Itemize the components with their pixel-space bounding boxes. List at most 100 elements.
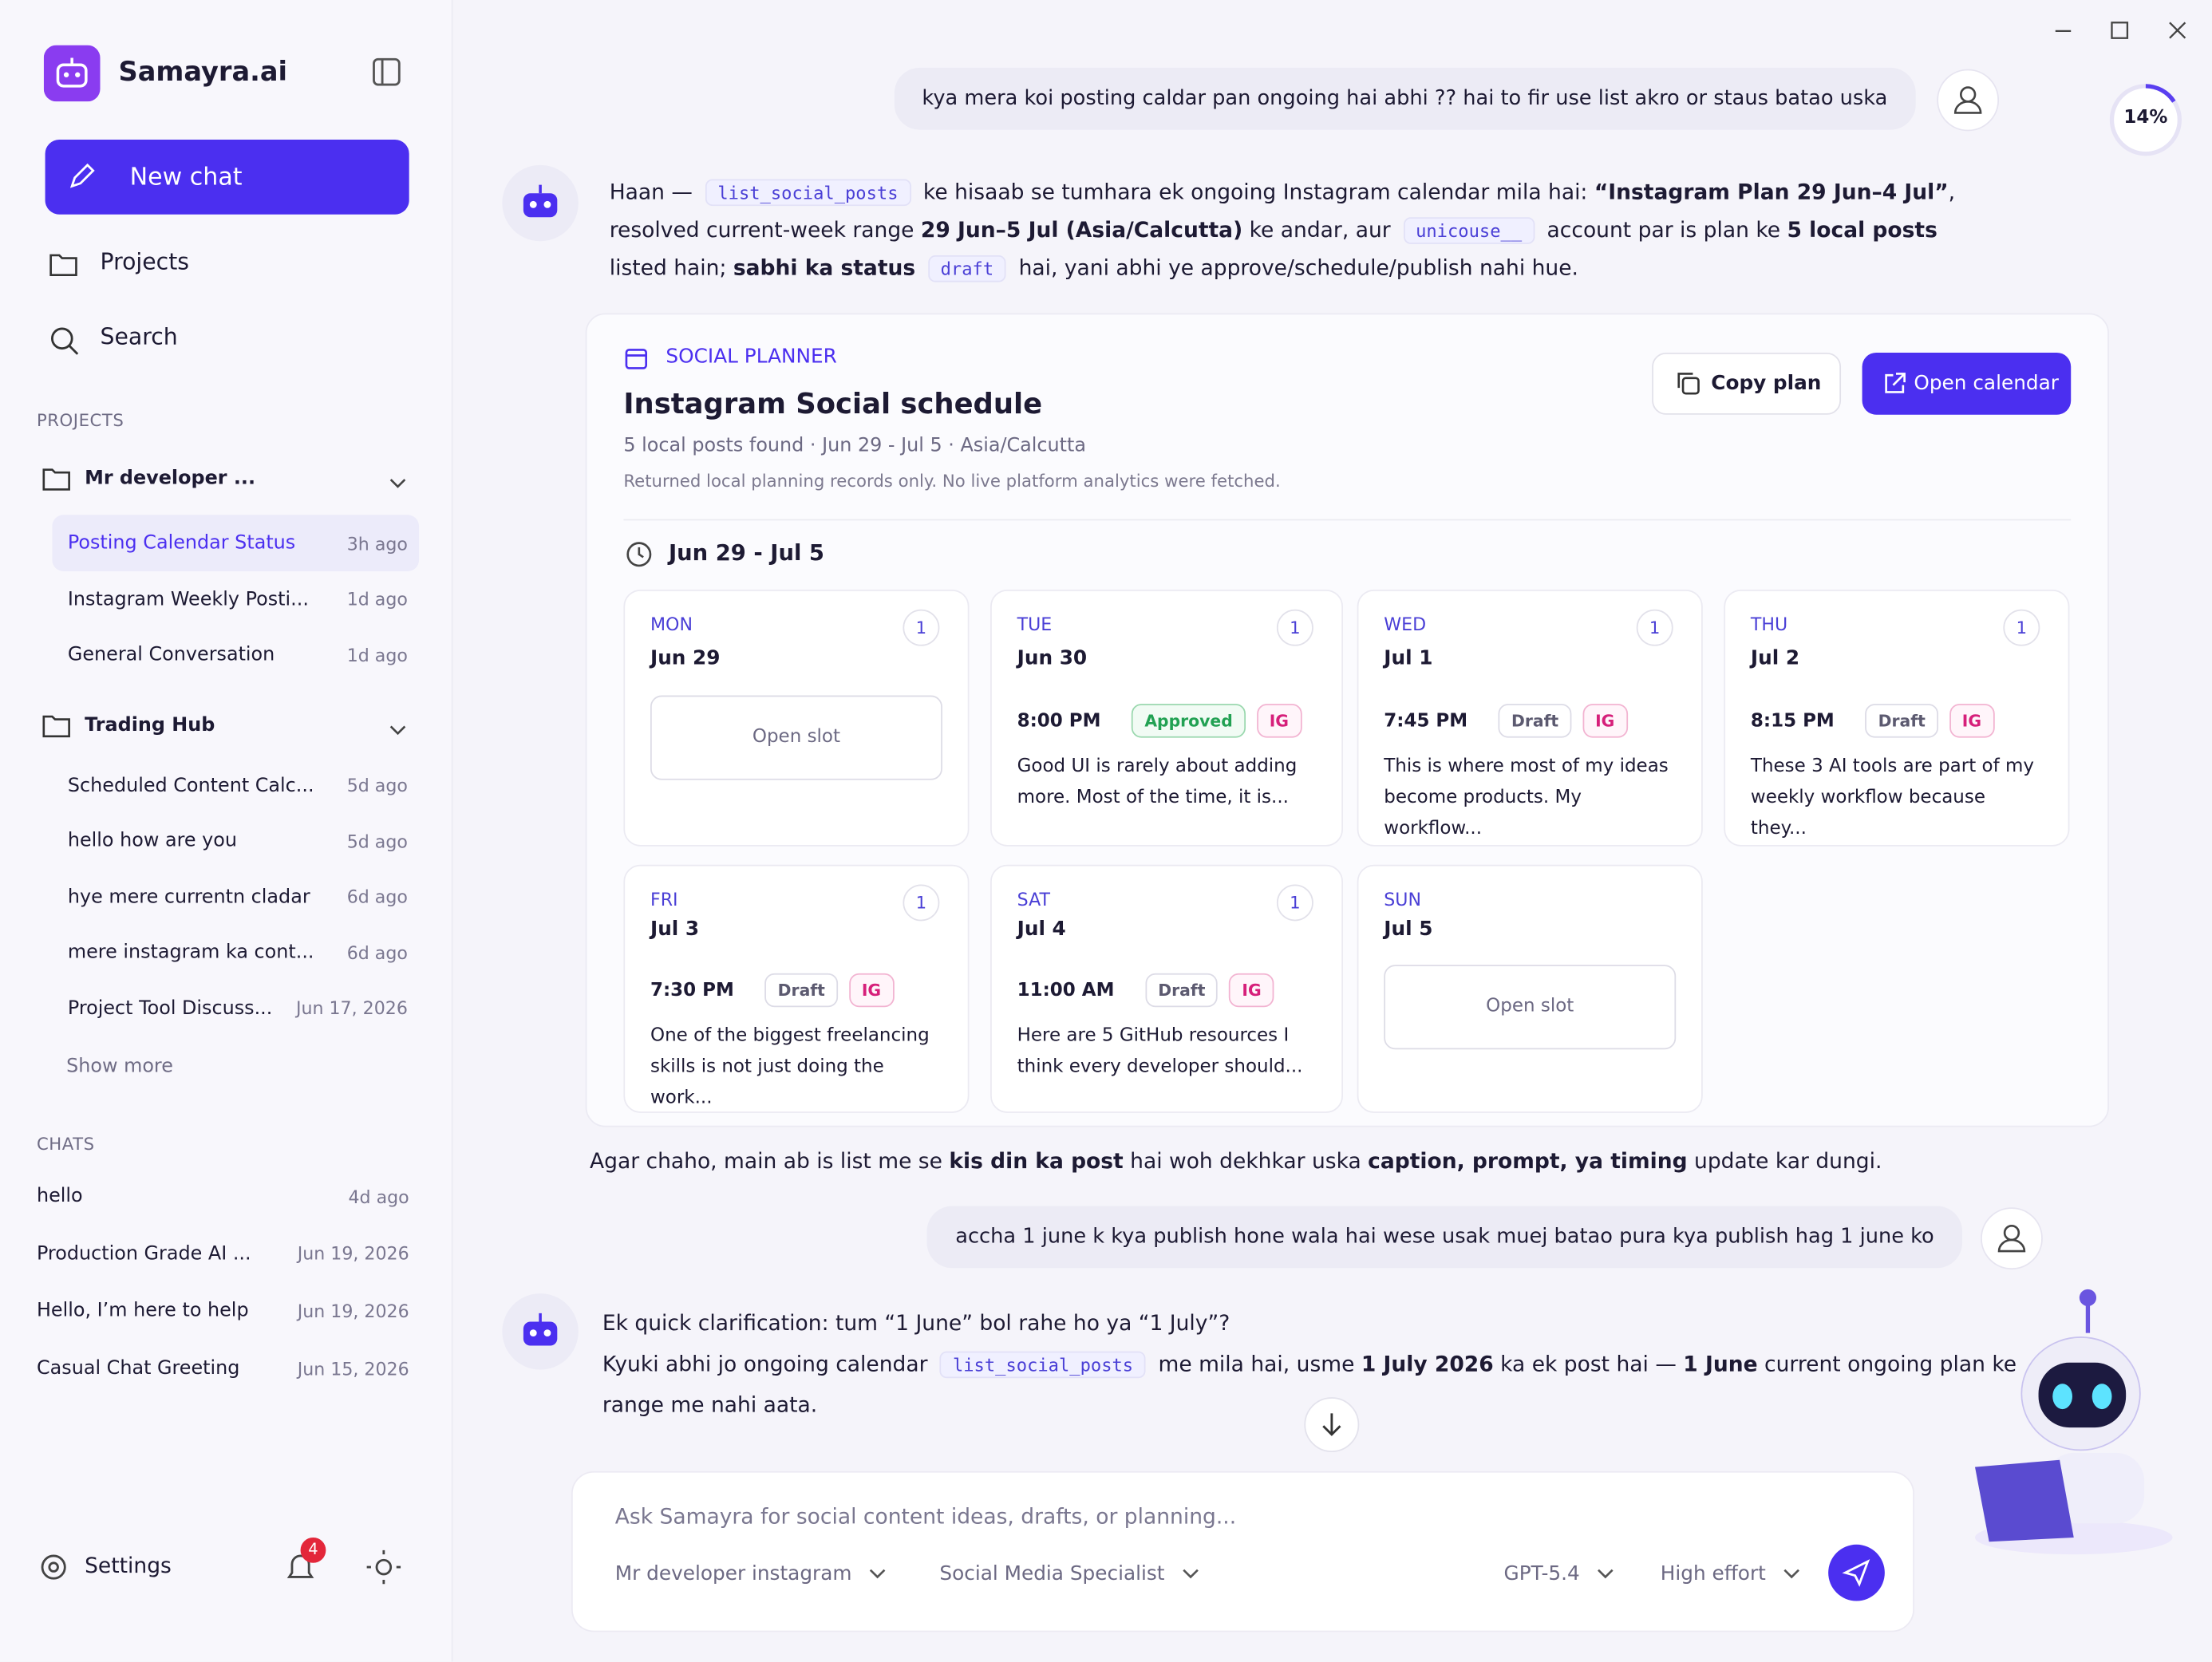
chat-time: Jun 19, 2026 [297, 1300, 409, 1322]
composer-select[interactable]: Social Media Specialist [939, 1563, 1199, 1585]
project-row[interactable]: Mr developer ... [37, 450, 417, 507]
scroll-down-button [1304, 1396, 1361, 1459]
chat-item[interactable]: Scheduled Content Calc... 5d ago [52, 756, 419, 813]
logo [43, 45, 101, 102]
user-message: accha 1 june k kya publish hone wala hai… [926, 1206, 1963, 1269]
chat-item[interactable]: General Conversation 1d ago [52, 626, 419, 683]
user-message: kya mera koi posting caldar pan ongoing … [894, 67, 1916, 130]
post-meta: 8:00 PM Approved IG [1017, 704, 1302, 738]
text-segment: Kyuki abhi jo ongoing calendar [602, 1351, 934, 1377]
assistant-avatar [502, 1293, 579, 1370]
text-segment: 1 June [1683, 1351, 1758, 1377]
chat-item[interactable]: hello 4d ago [37, 1168, 417, 1225]
chat-item[interactable]: Hello, I’m here to help Jun 19, 2026 [37, 1283, 417, 1340]
text-segment: current ongoing plan ke range me nahi aa… [602, 1351, 2017, 1418]
open-slot[interactable]: Open slot [1384, 965, 1677, 1050]
progress-label: 14% [2123, 107, 2168, 128]
chat-item[interactable]: hye mere currentn cladar 6d ago [52, 868, 419, 925]
chat-time: 1d ago [346, 644, 408, 665]
card-eyebrow: SOCIAL PLANNER [666, 345, 837, 369]
post-count: 1 [903, 884, 940, 922]
status-pill: Draft [1145, 973, 1219, 1008]
chat-title: hello how are you [67, 829, 238, 852]
chat-item[interactable]: Posting Calendar Status 3h ago [52, 515, 420, 571]
day-column: TUE Jun 30 1 8:00 PM Approved IG Good UI is ra… [990, 589, 1344, 847]
user-avatar [1981, 1207, 2043, 1270]
composer-input[interactable]: Ask Samayra for social content ideas, dr… [614, 1503, 1237, 1530]
calendar-icon [623, 345, 649, 377]
composer: Ask Samayra for social content ideas, dr… [571, 1471, 1914, 1632]
platform-pill: IG [1256, 704, 1302, 738]
chat-time: Jun 17, 2026 [295, 997, 408, 1019]
nav-item[interactable]: Search [100, 322, 178, 350]
chat-time: 5d ago [346, 774, 408, 796]
chat-title: mere instagram ka cont... [67, 941, 314, 964]
chat-title: Posting Calendar Status [67, 531, 296, 555]
chat-title: hello [36, 1185, 83, 1208]
post-time: 11:00 AM [1017, 979, 1115, 1001]
range: Jun 29 - Jul 5 [668, 540, 825, 566]
card-title: Instagram Social schedule [623, 386, 1043, 420]
card-meta: 5 local posts found · Jun 29 - Jul 5 · A… [623, 434, 1087, 457]
post-caption: This is where most of my ideas become pr… [1384, 756, 1669, 839]
post-count: 1 [1276, 609, 1313, 646]
composer-select[interactable]: GPT-5.4 [1504, 1563, 1614, 1585]
assistant-message: Ek quick clarification: tum “1 June” bol… [602, 1304, 2028, 1427]
nav-icon [49, 326, 81, 362]
post-caption: Good UI is rarely about adding more. Mos… [1017, 756, 1298, 808]
section-heading: CHATS [36, 1134, 95, 1155]
post-time: 8:00 PM [1017, 710, 1101, 732]
day-column: THU Jul 2 1 8:15 PM Draft IG These 3 AI tools … [1724, 589, 2070, 847]
nav-item[interactable]: Projects [100, 248, 190, 275]
post-meta: 11:00 AM Draft IG [1017, 973, 1274, 1008]
settings-icon [41, 1554, 66, 1580]
theme-toggle[interactable] [365, 1549, 402, 1585]
composer-select[interactable]: Mr developer instagram [615, 1563, 886, 1585]
chat-time: Jun 15, 2026 [297, 1357, 409, 1380]
post-meta: 7:30 PM Draft IG [650, 973, 894, 1008]
notification-badge: 4 [300, 1537, 326, 1563]
chat-item[interactable]: Instagram Weekly Posti... 1d ago [52, 570, 419, 627]
chat-time: Jun 19, 2026 [297, 1242, 409, 1265]
day-of-week: MON [650, 614, 693, 635]
chat-item[interactable]: Project Tool Discuss... Jun 17, 2026 [52, 980, 419, 1036]
composer-select[interactable]: High effort [1661, 1563, 1799, 1585]
day-column: WED Jul 1 1 7:45 PM Draft IG This is where mos… [1357, 589, 1703, 847]
chat-title: Production Grade AI ... [36, 1242, 251, 1265]
new-chat-button[interactable]: New chat [45, 140, 409, 215]
day-date: Jul 2 [1750, 647, 1800, 670]
day-of-week: THU [1750, 614, 1788, 635]
chevron [389, 472, 406, 495]
chat-item[interactable]: mere instagram ka cont... 6d ago [52, 924, 419, 981]
status-pill: Draft [1499, 704, 1572, 738]
settings[interactable]: Settings [85, 1553, 172, 1579]
chat-title: Project Tool Discuss... [67, 996, 273, 1020]
text-segment: unicouse__ [1403, 217, 1535, 244]
assistant-message: Haan — list_social_posts ke hisaab se tu… [610, 173, 1964, 287]
day-column: SUN Jul 5 Open slot [1357, 864, 1703, 1113]
text-segment: 29 Jun–5 Jul (Asia/Calcutta) [920, 217, 1243, 243]
chat-item[interactable]: Production Grade AI ... Jun 19, 2026 [37, 1226, 417, 1282]
text-segment: caption, prompt, ya timing [1368, 1148, 1688, 1174]
text-segment: me mila hai, usme [1151, 1351, 1361, 1377]
text-segment [915, 255, 922, 281]
copy-icon [1676, 371, 1701, 402]
paragraph: Haan — list_social_posts ke hisaab se tu… [610, 173, 1964, 287]
chat-time: 3h ago [346, 532, 408, 554]
day-date: Jul 3 [650, 918, 700, 942]
open-calendar-button[interactable]: Open calendar [1862, 352, 2072, 415]
robot-illustration [1975, 1289, 2173, 1555]
collapse-button[interactable] [373, 57, 401, 86]
project-row[interactable]: Trading Hub [37, 696, 417, 752]
open-slot[interactable]: Open slot [650, 695, 942, 780]
chat-item[interactable]: hello how are you 5d ago [52, 812, 419, 869]
pencil-icon [69, 163, 95, 188]
post-caption: One of the biggest freelancing skills is… [650, 1025, 930, 1109]
show-more[interactable]: Show more [66, 1055, 173, 1078]
window-controls[interactable] [2048, 14, 2198, 48]
text-segment: , resolved current-week range [609, 179, 1956, 243]
text-segment: list_social_posts [705, 179, 911, 207]
assistant-avatar [502, 164, 579, 242]
chat-item[interactable]: Casual Chat Greeting Jun 15, 2026 [37, 1340, 417, 1397]
